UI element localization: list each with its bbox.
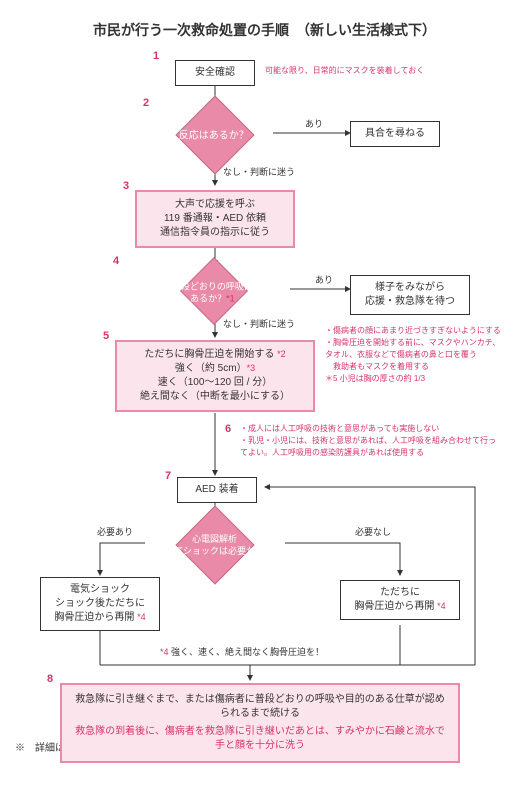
node-ecg-q: 心電図解析 電気ショックは必要か？ (175, 505, 254, 584)
label-noneed: 必要なし (355, 525, 391, 538)
label-yes-2: あり (315, 273, 333, 286)
wait-line1: 様子をみながら (359, 281, 461, 295)
cpr-line2: 強く（約 5cm）*3 (125, 362, 305, 376)
final-line2: 救急隊の到着後に、傷病者を救急隊に引き継いだあとは、すみやかに石鹸と流水で手と顔… (74, 725, 446, 753)
noshock-line1: ただちに (349, 586, 451, 600)
step-num-7: 7 (165, 470, 171, 482)
note-mask: 可能な限り、日常的にマスクを装着しておく (265, 65, 465, 77)
shock-line1: 電気ショック (49, 583, 151, 597)
wait-line2: 応援・救急隊を待つ (359, 295, 461, 309)
node-ask-condition: 具合を尋ねる (350, 121, 440, 147)
note-5: ・傷病者の顔にあまり近づきすぎないようにする ・胸骨圧迫を開始する前に、マスクや… (325, 325, 505, 385)
node-aed: AED 装着 (177, 477, 257, 503)
call-help-line1: 大声で応援を呼ぶ (145, 198, 285, 212)
step-num-2: 2 (143, 97, 149, 109)
cpr-line3: 速く（100〜120 回 / 分） (125, 376, 305, 390)
note-6: ・成人には人工呼吸の技術と意思があっても実施しない ・乳児・小児には、技術と意思… (240, 423, 500, 459)
noshock-line2: 胸骨圧迫から再開 *4 (349, 600, 451, 614)
step-num-3: 3 (123, 180, 129, 192)
label-need: 必要あり (97, 525, 133, 538)
label-yes-1: あり (305, 117, 323, 130)
node-response-q: 反応はあるか？ (175, 95, 254, 174)
step-num-6: 6 (225, 423, 231, 435)
step-num-1: 1 (153, 50, 159, 62)
node-safety: 安全確認 (175, 60, 255, 86)
label-no-2: なし・判断に迷う (223, 317, 295, 330)
call-help-line2: 119 番通報・AED 依頼 (145, 212, 285, 226)
node-shock: 電気ショック ショック後ただちに 胸骨圧迫から再開 *4 (40, 577, 160, 631)
label-no-1: なし・判断に迷う (223, 165, 295, 178)
node-noshock: ただちに 胸骨圧迫から再開 *4 (340, 580, 460, 620)
cpr-line1: ただちに胸骨圧迫を開始する *2 (125, 348, 305, 362)
node-response-q-text: 反応はあるか？ (176, 130, 252, 143)
node-breathing-q-text: 普段どおりの呼吸はあるか？*1 (171, 281, 254, 304)
page-title: 市民が行う一次救命処置の手順 （新しい生活様式下） (15, 20, 514, 40)
node-breathing-q: 普段どおりの呼吸はあるか？*1 (180, 257, 248, 325)
step-num-5: 5 (103, 330, 109, 342)
call-help-line3: 通信指令員の指示に従う (145, 226, 285, 240)
step-num-4: 4 (113, 255, 119, 267)
node-cpr: ただちに胸骨圧迫を開始する *2 強く（約 5cm）*3 速く（100〜120 … (115, 340, 315, 412)
cpr-reminder: *4 強く、速く、絶え間なく胸骨圧迫を！ (160, 645, 324, 658)
node-call-help: 大声で応援を呼ぶ 119 番通報・AED 依頼 通信指令員の指示に従う (135, 190, 295, 248)
flowchart: 1 安全確認 可能な限り、日常的にマスクを装着しておく 2 反応はあるか？ あり… (15, 55, 514, 735)
cpr-line4: 絶え間なく（中断を最小にする） (125, 390, 305, 404)
shock-line2: ショック後ただちに (49, 597, 151, 611)
shock-line3: 胸骨圧迫から再開 *4 (49, 611, 151, 625)
node-final: 救急隊に引き継ぐまで、または傷病者に普段どおりの呼吸や目的のある仕草が認められる… (60, 683, 460, 763)
node-wait: 様子をみながら 応援・救急隊を待つ (350, 275, 470, 315)
final-line1: 救急隊に引き継ぐまで、または傷病者に普段どおりの呼吸や目的のある仕草が認められる… (74, 693, 446, 721)
step-num-8: 8 (47, 673, 53, 685)
node-ecg-q-text: 心電図解析 電気ショックは必要か？ (161, 534, 269, 557)
